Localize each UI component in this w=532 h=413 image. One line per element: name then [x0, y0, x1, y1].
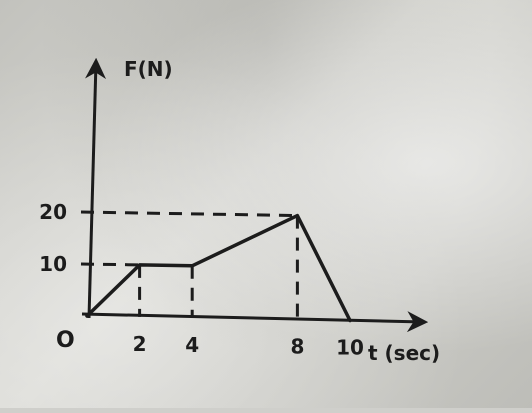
- y-tick-label: 10: [39, 252, 67, 276]
- horizontal-guide-f10: [80, 262, 140, 267]
- x-axis-label: t (sec): [368, 341, 440, 365]
- origin-label: O: [56, 328, 75, 353]
- x-axis: [81, 311, 429, 333]
- x-tick-label: 4: [185, 333, 199, 357]
- dashed-guides: [80, 210, 299, 320]
- horizontal-guide-f20: [80, 210, 298, 218]
- tick-labels: 2 4 8 10 10 20: [39, 200, 364, 360]
- x-tick-label: 10: [336, 336, 364, 360]
- y-tick-label: 20: [39, 200, 67, 224]
- force-curve: [85, 213, 352, 323]
- y-axis: [85, 57, 107, 319]
- x-tick-label: 8: [290, 335, 304, 359]
- y-axis-label: F(N): [124, 57, 173, 81]
- x-tick-label: 2: [133, 332, 147, 356]
